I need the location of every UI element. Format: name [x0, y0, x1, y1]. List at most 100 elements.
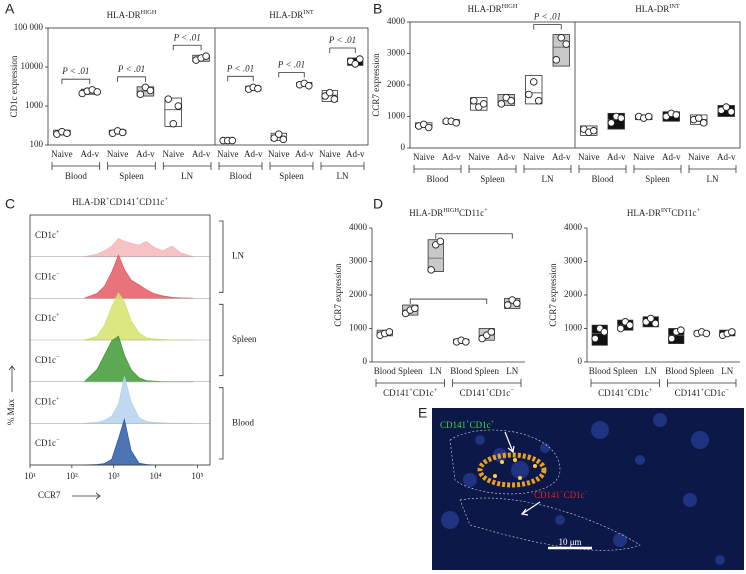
group-label: LN — [542, 174, 554, 184]
group-label-part: CD141 — [460, 388, 486, 398]
subplot-title-part: HLA-DR — [627, 208, 661, 218]
data-point — [202, 52, 210, 60]
subplot-title-part: HLA-DR — [107, 10, 141, 20]
x-tick-label: LN — [721, 366, 733, 376]
chart-title: HLA-DR+CD141+CD11c+ — [72, 196, 168, 207]
group-label: Blood — [591, 174, 614, 184]
panel-letter: C — [5, 196, 15, 212]
significance-bracket — [117, 76, 146, 82]
group-label-part: CD1c — [628, 388, 649, 398]
x-tick-label: Naive — [633, 152, 655, 162]
x-tick-label: Naive — [413, 152, 435, 162]
data-point — [63, 129, 71, 138]
x-tick-label: LN — [430, 366, 442, 376]
density-curve — [84, 254, 194, 299]
data-point — [118, 128, 127, 137]
y-tick-label: 0 — [401, 142, 406, 152]
significance-label: P < .01 — [117, 64, 145, 74]
x-tick-label: Naive — [688, 152, 710, 162]
data-point — [169, 120, 177, 128]
x-tick-label: Naive — [107, 149, 129, 159]
data-point — [722, 103, 731, 111]
significance-label: P < .01 — [533, 12, 561, 22]
significance-label: P < .01 — [328, 35, 356, 45]
data-point — [270, 134, 278, 142]
group-label: LN — [232, 251, 244, 261]
data-point — [330, 95, 339, 103]
data-point — [424, 123, 433, 132]
series-label: CD1c+ — [35, 395, 60, 406]
image-label-sup: + — [491, 419, 495, 426]
subplot-title-part: HLA-DR — [409, 208, 443, 218]
x-tick-label: LN — [645, 366, 657, 376]
group-label: CD141+CD1c+ — [598, 387, 653, 398]
group-label-part: CD141 — [383, 388, 409, 398]
series-label: CD1c+ — [35, 312, 60, 323]
nucleus — [653, 413, 667, 427]
group-label: LN — [707, 174, 719, 184]
image-label: CD141+CD1c− — [534, 489, 589, 500]
x-tick-label: Ad-v — [295, 149, 314, 159]
series-label-sup: + — [56, 395, 60, 402]
group-label-sup: + — [649, 387, 653, 394]
x-tick-label: Blood — [450, 366, 473, 376]
series-label-part: CD1c — [35, 397, 56, 407]
data-point — [617, 114, 625, 122]
x-tick-label: Naive — [578, 152, 600, 162]
series-label-sup: − — [56, 270, 60, 277]
panel-letter: A — [5, 1, 15, 17]
data-point — [607, 119, 616, 127]
data-point — [647, 314, 655, 323]
x-tick-label: 10⁴ — [149, 471, 161, 481]
image-label-part: CD1c — [470, 420, 491, 430]
y-tick-label: 2000 — [564, 289, 583, 299]
significance-label: P < .01 — [226, 63, 254, 73]
data-point — [136, 90, 145, 99]
panel-letter: D — [373, 196, 383, 212]
x-axis-label: CCR7 — [38, 490, 61, 500]
density-curve — [84, 238, 194, 258]
significance-label: P < .01 — [277, 60, 305, 70]
x-tick-label: Naive — [268, 149, 290, 159]
chart-title-sup: + — [164, 196, 168, 203]
significance-bracket — [172, 44, 202, 51]
data-point — [626, 321, 634, 329]
data-point — [513, 299, 521, 308]
significance-label: P < .01 — [61, 66, 89, 76]
series-label-sup: + — [56, 312, 60, 319]
subplot-title-sup: HIGH — [443, 207, 459, 214]
nucleus — [511, 461, 529, 479]
data-point — [562, 40, 570, 48]
data-point — [507, 96, 515, 105]
group-bracket — [219, 220, 224, 293]
group-label: CD141+CD1c− — [460, 387, 515, 398]
subplot-title-sup: INT — [661, 207, 672, 214]
image-label-part: CD141 — [534, 490, 560, 500]
group-label: LN — [181, 171, 193, 181]
image-label: CD141+CD1c+ — [440, 419, 495, 430]
data-point — [479, 100, 488, 108]
x-tick-label: 10⁵ — [191, 471, 203, 481]
subplot-title: HLA-DRINT — [269, 9, 314, 20]
group-bracket — [219, 387, 224, 460]
nucleus — [691, 431, 709, 449]
image-label-sup: − — [585, 489, 589, 496]
group-label-sup: − — [725, 387, 729, 394]
x-tick-label: Ad-v — [552, 152, 571, 162]
y-axis-label: CCR7 expression — [371, 53, 381, 117]
data-point — [462, 338, 470, 346]
y-tick-label: 4000 — [349, 222, 368, 232]
group-label: LN — [337, 171, 349, 181]
nucleus — [555, 515, 565, 525]
image-label-sup: + — [466, 419, 470, 426]
data-point — [695, 114, 703, 122]
series-label-sup: − — [56, 354, 60, 361]
data-point — [146, 86, 155, 95]
nucleus — [475, 435, 485, 445]
group-label-sup: + — [624, 387, 628, 394]
data-point — [616, 324, 625, 333]
group-label-sup: + — [701, 387, 705, 394]
x-tick-label: Ad-v — [192, 149, 211, 159]
nucleus — [683, 493, 697, 507]
group-label-sup: + — [409, 387, 413, 394]
